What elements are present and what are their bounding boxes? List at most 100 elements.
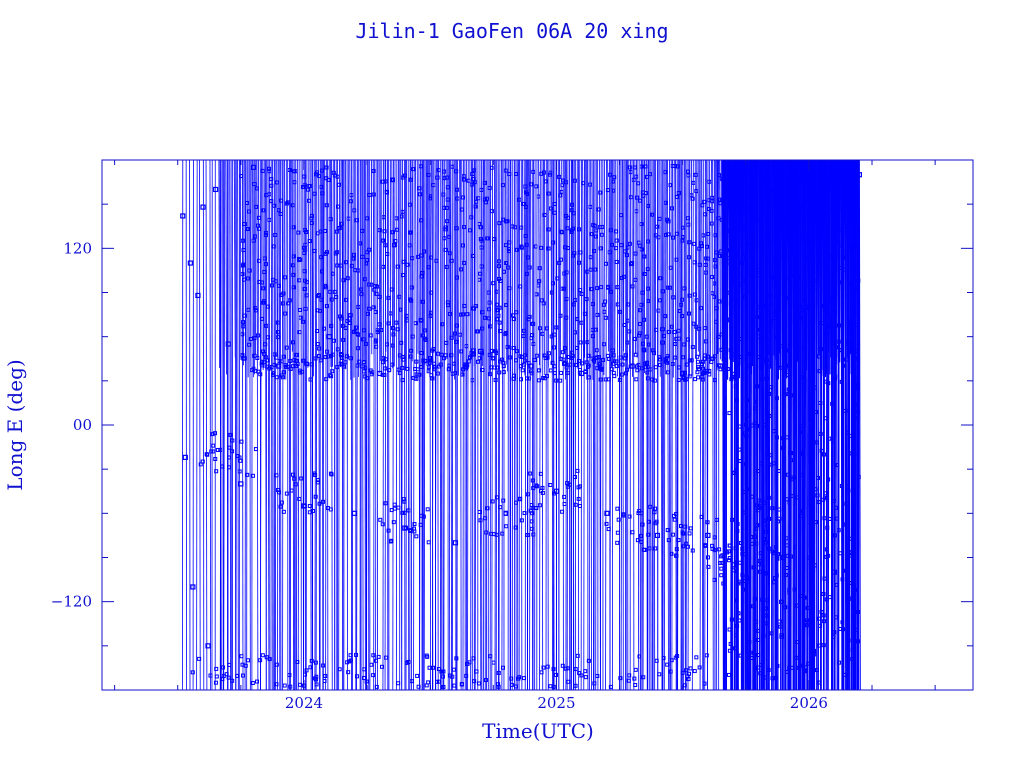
longitude-point — [825, 175, 830, 180]
longitude-point — [793, 283, 798, 288]
longitude-point — [358, 241, 363, 246]
longitude-track-line — [768, 159, 771, 356]
longitude-point — [211, 443, 216, 448]
longitude-point — [797, 509, 802, 514]
longitude-point — [455, 187, 460, 192]
longitude-point — [314, 674, 319, 679]
longitude-point — [390, 362, 395, 367]
longitude-point — [785, 200, 790, 205]
longitude-point — [714, 306, 719, 311]
longitude-point — [699, 241, 704, 246]
longitude-point — [827, 297, 832, 302]
longitude-point — [685, 337, 690, 342]
longitude-track-line — [361, 159, 364, 691]
longitude-point — [476, 196, 481, 201]
longitude-point — [623, 353, 628, 358]
longitude-point — [690, 548, 695, 553]
longitude-point — [321, 499, 326, 504]
longitude-track-line — [305, 159, 308, 691]
longitude-point — [729, 189, 734, 194]
longitude-point — [261, 300, 266, 305]
longitude-point — [435, 371, 440, 376]
longitude-point — [840, 627, 845, 632]
longitude-point — [684, 377, 689, 382]
longitude-point — [735, 398, 740, 403]
longitude-point — [279, 198, 284, 203]
longitude-point — [431, 347, 436, 352]
longitude-point — [503, 243, 508, 248]
longitude-point — [823, 491, 828, 496]
longitude-point — [855, 356, 860, 361]
longitude-point — [464, 344, 469, 349]
longitude-sample-point — [190, 584, 196, 590]
longitude-point — [797, 429, 802, 434]
longitude-point — [849, 551, 854, 556]
longitude-track-line — [741, 159, 744, 691]
longitude-point — [687, 531, 692, 536]
longitude-point — [583, 369, 588, 374]
longitude-point — [262, 256, 267, 261]
longitude-point — [787, 234, 792, 239]
longitude-point — [348, 313, 353, 318]
longitude-point — [797, 315, 802, 320]
longitude-point — [523, 184, 528, 189]
longitude-point — [835, 171, 840, 176]
longitude-point — [703, 212, 708, 217]
longitude-track-line — [600, 159, 602, 691]
longitude-point — [665, 528, 670, 533]
longitude-point — [719, 347, 724, 352]
longitude-track-line — [845, 159, 848, 371]
longitude-point — [452, 361, 457, 366]
longitude-point — [849, 321, 854, 326]
longitude-point — [690, 345, 695, 350]
longitude-point — [694, 655, 699, 660]
longitude-point — [302, 269, 307, 274]
longitude-point — [313, 356, 318, 361]
longitude-point — [735, 624, 740, 629]
longitude-point — [852, 605, 857, 610]
longitude-point — [709, 359, 714, 364]
longitude-point — [373, 284, 378, 289]
longitude-point — [639, 247, 644, 252]
longitude-track-line — [833, 159, 836, 691]
longitude-point — [749, 656, 754, 661]
longitude-track-line — [205, 159, 208, 691]
longitude-point — [558, 193, 563, 198]
longitude-point — [198, 462, 203, 467]
longitude-point — [818, 623, 823, 628]
longitude-point — [581, 181, 586, 186]
longitude-point — [220, 464, 225, 469]
longitude-point — [474, 669, 479, 674]
longitude-point — [660, 340, 665, 345]
longitude-point — [745, 398, 750, 403]
longitude-point — [577, 671, 582, 676]
longitude-point — [815, 493, 820, 498]
longitude-point — [346, 670, 351, 675]
longitude-point — [241, 320, 246, 325]
longitude-point — [501, 665, 506, 670]
longitude-point — [837, 323, 842, 328]
longitude-point — [790, 475, 795, 480]
longitude-point — [529, 182, 534, 187]
longitude-point — [279, 500, 284, 505]
longitude-point — [800, 375, 805, 380]
longitude-point — [536, 368, 541, 373]
longitude-point — [831, 341, 836, 346]
longitude-point — [360, 254, 365, 259]
longitude-point — [513, 525, 518, 530]
longitude-point — [495, 317, 500, 322]
longitude-point — [473, 204, 478, 209]
longitude-point — [413, 366, 418, 371]
longitude-point — [227, 662, 232, 667]
longitude-point — [559, 370, 564, 375]
longitude-point — [590, 302, 595, 307]
longitude-point — [264, 193, 269, 198]
longitude-point — [682, 683, 687, 688]
longitude-point — [494, 532, 499, 537]
longitude-point — [398, 307, 403, 312]
longitude-point — [686, 173, 691, 178]
longitude-point — [772, 315, 777, 320]
longitude-point — [826, 477, 831, 482]
longitude-point — [477, 356, 482, 361]
longitude-point — [247, 342, 252, 347]
